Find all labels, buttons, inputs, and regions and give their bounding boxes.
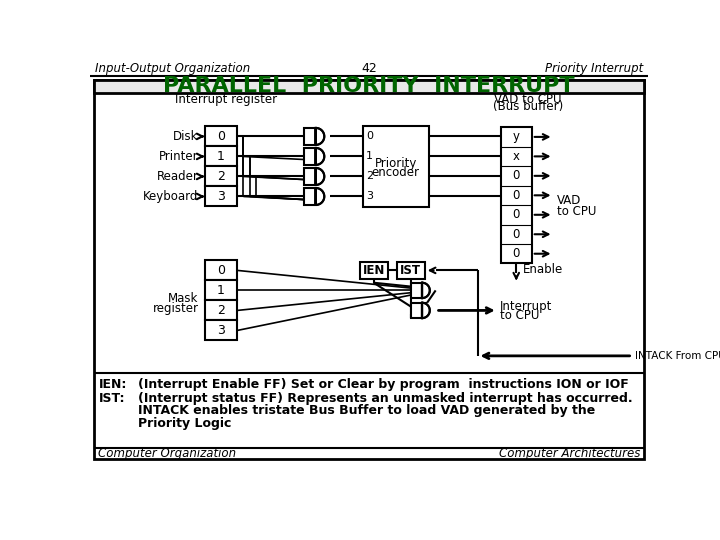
Text: VAD: VAD — [557, 194, 582, 207]
Polygon shape — [316, 128, 324, 145]
Text: 3: 3 — [366, 192, 373, 201]
Bar — [204, 166, 238, 186]
Bar — [204, 126, 238, 146]
Polygon shape — [422, 303, 430, 318]
Text: Mask: Mask — [168, 292, 199, 305]
Text: Priority Logic: Priority Logic — [138, 417, 231, 430]
Polygon shape — [316, 188, 324, 205]
Text: Computer Organization: Computer Organization — [98, 447, 236, 460]
Text: PARALLEL  PRIORITY  INTERRUPT: PARALLEL PRIORITY INTERRUPT — [163, 76, 575, 96]
Bar — [363, 126, 428, 207]
Text: Reader: Reader — [157, 170, 199, 183]
Text: 0: 0 — [366, 131, 373, 141]
Bar — [304, 128, 316, 145]
Text: Interrupt: Interrupt — [500, 300, 552, 313]
Text: 1: 1 — [217, 284, 225, 297]
Bar — [204, 146, 238, 166]
Bar — [204, 320, 238, 340]
Text: IEN:: IEN: — [99, 378, 127, 391]
Bar — [397, 262, 425, 279]
Text: 0: 0 — [217, 264, 225, 277]
Bar — [94, 80, 644, 93]
Bar — [360, 262, 387, 279]
Text: Computer Architectures: Computer Architectures — [499, 447, 640, 460]
Text: 2: 2 — [217, 304, 225, 317]
Text: 0: 0 — [513, 208, 520, 221]
Text: Priority: Priority — [374, 157, 417, 170]
Text: 0: 0 — [513, 170, 520, 183]
Text: to CPU: to CPU — [500, 309, 539, 322]
Bar — [204, 280, 238, 300]
Bar — [411, 303, 422, 318]
Text: register: register — [153, 302, 199, 315]
Text: IEN: IEN — [362, 264, 384, 277]
Text: Disk: Disk — [173, 130, 199, 143]
Text: 0: 0 — [513, 189, 520, 202]
Text: to CPU: to CPU — [557, 205, 597, 218]
Text: 3: 3 — [217, 324, 225, 337]
Text: INTACK enables tristate Bus Buffer to load VAD generated by the: INTACK enables tristate Bus Buffer to lo… — [138, 404, 595, 417]
Polygon shape — [316, 168, 324, 185]
Text: Interrupt register: Interrupt register — [174, 93, 276, 106]
Bar — [411, 283, 422, 298]
Bar — [500, 127, 532, 264]
Text: Printer: Printer — [159, 150, 199, 163]
Text: VAD to CPU: VAD to CPU — [494, 93, 562, 106]
Text: INTACK From CPU: INTACK From CPU — [635, 351, 720, 361]
Text: y: y — [513, 130, 520, 144]
Text: (Interrupt Enable FF) Set or Clear by program  instructions ION or IOF: (Interrupt Enable FF) Set or Clear by pr… — [138, 378, 629, 391]
Text: 42: 42 — [361, 62, 377, 75]
Bar — [304, 148, 316, 165]
Text: x: x — [513, 150, 520, 163]
Text: (Bus buffer): (Bus buffer) — [492, 100, 563, 113]
Text: IST: IST — [400, 264, 421, 277]
Text: encoder: encoder — [372, 166, 420, 179]
Polygon shape — [422, 283, 430, 298]
Text: Input-Output Organization: Input-Output Organization — [94, 62, 250, 75]
Bar — [204, 260, 238, 280]
Text: Priority Interrupt: Priority Interrupt — [545, 62, 644, 75]
Text: 0: 0 — [217, 130, 225, 143]
Text: 2: 2 — [366, 172, 373, 181]
Bar — [304, 168, 316, 185]
Text: 3: 3 — [217, 190, 225, 203]
Text: Enable: Enable — [523, 263, 563, 276]
Text: 1: 1 — [366, 151, 373, 161]
Bar — [304, 188, 316, 205]
Text: 0: 0 — [513, 228, 520, 241]
Bar — [204, 300, 238, 320]
Text: Keyboard: Keyboard — [143, 190, 199, 203]
Text: 0: 0 — [513, 247, 520, 260]
Text: (Interrupt status FF) Represents an unmasked interrupt has occurred.: (Interrupt status FF) Represents an unma… — [138, 392, 633, 405]
Text: 2: 2 — [217, 170, 225, 183]
Polygon shape — [316, 148, 324, 165]
Text: IST:: IST: — [99, 392, 126, 405]
Text: 1: 1 — [217, 150, 225, 163]
Bar — [204, 186, 238, 206]
